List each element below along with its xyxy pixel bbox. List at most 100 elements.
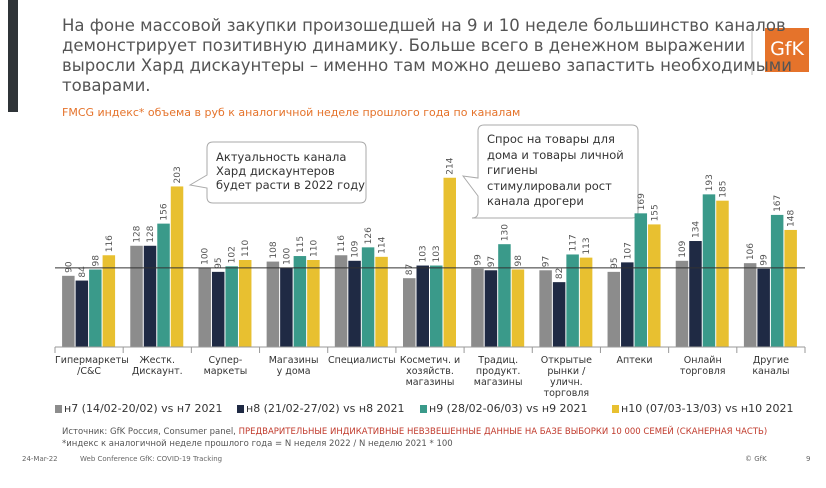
bar xyxy=(430,265,443,347)
bar xyxy=(238,260,252,347)
source-note: Источник: GfK Россия, Consumer panel, ПР… xyxy=(62,427,767,437)
x-tick-label: Косметич. и хозяйств. магазины xyxy=(399,355,461,388)
bar xyxy=(307,260,320,347)
value-label: 126 xyxy=(364,227,374,244)
bar xyxy=(280,267,293,347)
value-label: 214 xyxy=(446,157,456,174)
x-tick-label: Специалисты xyxy=(327,355,396,366)
value-label: 193 xyxy=(705,174,715,191)
legend-swatch xyxy=(237,405,244,413)
value-label: 100 xyxy=(201,247,211,264)
side-bar xyxy=(8,0,18,112)
value-label: 106 xyxy=(746,243,756,260)
bar xyxy=(566,254,579,347)
x-tick-label: Традиц. продукт. магазины xyxy=(473,355,523,388)
x-tick-label: Другие каналы xyxy=(752,355,790,377)
bar xyxy=(375,256,388,347)
value-label: 169 xyxy=(637,193,647,210)
bar xyxy=(403,278,416,347)
footer-page: 9 xyxy=(806,455,811,463)
value-label: 99 xyxy=(473,254,483,266)
footer-event: Web Conference GfK: COVID-19 Tracking xyxy=(80,455,223,463)
legend-label: н9 (28/02-06/03) vs н9 2021 xyxy=(429,402,588,415)
value-label: 95 xyxy=(214,257,224,268)
bar xyxy=(102,255,116,347)
bar xyxy=(416,265,429,347)
x-tick-label: Онлайн торговля xyxy=(679,355,726,377)
value-label: 128 xyxy=(146,225,156,242)
bar xyxy=(648,224,661,347)
annotation: Спрос на товары для дома и товары личной… xyxy=(487,132,624,208)
bar xyxy=(757,268,770,347)
value-label: 130 xyxy=(500,224,510,241)
value-label: 98 xyxy=(514,255,524,267)
bar xyxy=(266,261,280,347)
slide-title: На фоне массовой закупки произошедшей на… xyxy=(62,16,792,95)
index-note: *индекс к аналогичной неделе прошлого го… xyxy=(62,439,453,449)
bar xyxy=(75,280,89,347)
value-label: 109 xyxy=(678,240,688,257)
bar xyxy=(225,266,238,347)
bar xyxy=(348,260,361,347)
bar xyxy=(634,213,648,347)
value-label: 110 xyxy=(241,240,251,257)
bar xyxy=(211,271,225,347)
value-label: 110 xyxy=(309,240,319,257)
value-label: 95 xyxy=(610,257,620,268)
value-label: 185 xyxy=(718,180,728,197)
value-label: 114 xyxy=(378,236,388,253)
callout-box xyxy=(188,141,367,204)
legend-swatch xyxy=(612,405,619,413)
bar xyxy=(143,245,157,347)
bar xyxy=(716,200,729,347)
value-label: 87 xyxy=(405,264,415,275)
value-label: 128 xyxy=(133,225,143,242)
logo-box xyxy=(765,28,809,72)
bar xyxy=(484,270,498,347)
warning: ПРЕДВАРИТЕЛЬНЫЕ ИНДИКАТИВНЫЕ НЕВЗВЕШЕННЫ… xyxy=(238,427,768,437)
value-label: 203 xyxy=(173,166,183,183)
bar xyxy=(539,270,552,347)
bar xyxy=(361,247,375,347)
value-label: 109 xyxy=(351,240,361,257)
value-label: 82 xyxy=(555,268,565,279)
source: Источник: GfK Россия, Consumer panel, xyxy=(62,427,239,437)
bar xyxy=(157,223,170,347)
bar xyxy=(511,269,525,347)
bar xyxy=(471,268,484,347)
bar xyxy=(130,245,143,347)
bar xyxy=(675,260,689,347)
value-label: 116 xyxy=(337,235,347,252)
bar xyxy=(621,262,634,347)
value-label: 117 xyxy=(569,234,579,251)
value-label: 156 xyxy=(160,203,170,220)
value-label: 98 xyxy=(91,255,101,267)
value-label: 103 xyxy=(432,245,442,262)
x-tick-label: Магазины у дома xyxy=(268,355,319,377)
bar xyxy=(552,282,566,347)
footer-copyright: © GfK xyxy=(745,455,767,463)
x-tick-label: Гипермаркеты /C&C xyxy=(55,355,129,377)
x-tick-label: Открытые рынки / уличн. торговля xyxy=(540,355,592,399)
bar xyxy=(170,186,184,347)
x-tick-label: Супер- маркеты xyxy=(203,355,248,377)
bar xyxy=(743,263,757,347)
bar xyxy=(607,271,621,347)
bar xyxy=(702,194,716,347)
value-label: 84 xyxy=(78,266,88,278)
legend-swatch xyxy=(55,405,62,413)
legend-swatch xyxy=(420,405,427,413)
callout-box xyxy=(461,124,639,219)
value-label: 103 xyxy=(419,245,429,262)
bar xyxy=(770,214,784,347)
bar xyxy=(579,257,593,347)
annotation: Актуальность канала Хард дискаунтеров бу… xyxy=(216,150,365,192)
value-label: 102 xyxy=(228,246,238,263)
bar xyxy=(498,244,511,347)
value-label: 107 xyxy=(623,242,633,259)
chart-title: FMCG индекс* объема в руб к аналогичной … xyxy=(62,106,521,119)
value-label: 155 xyxy=(650,204,660,221)
bar xyxy=(62,275,75,347)
